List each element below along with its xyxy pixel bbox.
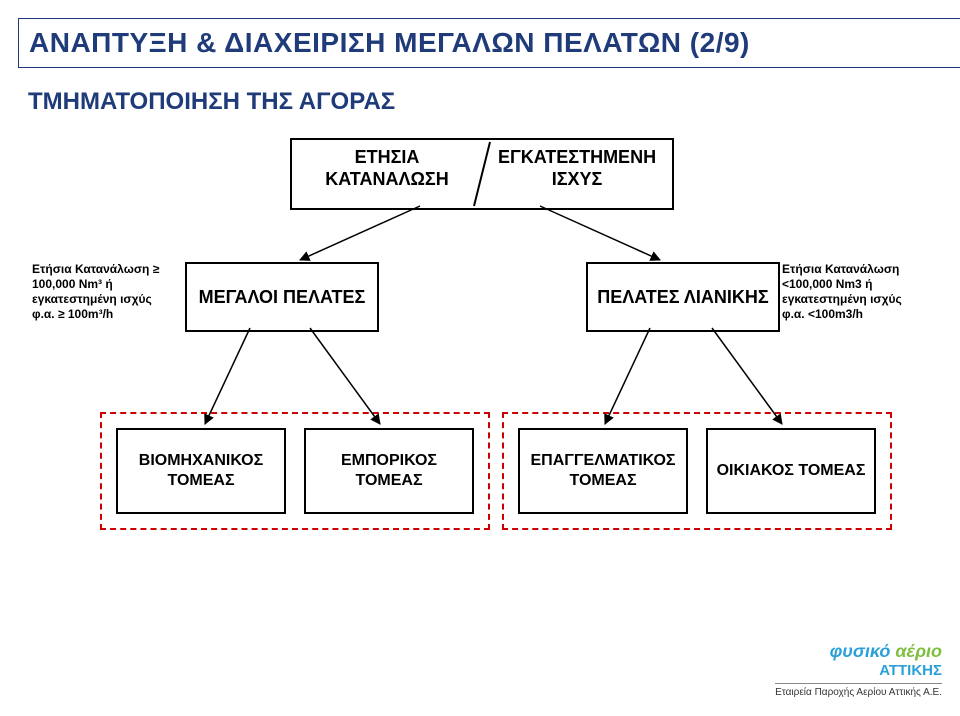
logo-word-3: ΑΤΤΙΚΗΣ bbox=[775, 662, 942, 679]
caption-left: Ετήσια Κατανάλωση ≥ 100,000 Nm³ ή εγκατε… bbox=[32, 262, 172, 322]
logo-word-1: φυσικό bbox=[830, 641, 891, 661]
criteria-right: ΕΓΚΑΤΕΣΤΗΜΕΝΗ ΙΣΧΥΣ bbox=[492, 146, 662, 190]
logo-word-2: αέριο bbox=[895, 641, 942, 661]
node-big-customers: ΜΕΓΑΛΟΙ ΠΕΛΑΤΕΣ bbox=[185, 262, 379, 332]
node-domestic: ΟΙΚΙΑΚΟΣ ΤΟΜΕΑΣ bbox=[706, 428, 876, 514]
node-professional: ΕΠΑΓΓΕΛΜΑΤΙΚΟΣ ΤΟΜΕΑΣ bbox=[518, 428, 688, 514]
group-retail-sectors: ΕΠΑΓΓΕΛΜΑΤΙΚΟΣ ΤΟΜΕΑΣ ΟΙΚΙΑΚΟΣ ΤΟΜΕΑΣ bbox=[502, 412, 892, 530]
slide-subtitle: ΤΜΗΜΑΤΟΠΟΙΗΣΗ ΤΗΣ ΑΓΟΡΑΣ bbox=[28, 88, 395, 116]
criteria-box: ΕΤΗΣΙΑ ΚΑΤΑΝΑΛΩΣΗ ΕΓΚΑΤΕΣΤΗΜΕΝΗ ΙΣΧΥΣ bbox=[290, 138, 674, 210]
logo-company-name: Εταιρεία Παροχής Αερίου Αττικής Α.Ε. bbox=[775, 683, 942, 698]
group-big-sectors: ΒΙΟΜΗΧΑΝΙΚΟΣ ΤΟΜΕΑΣ ΕΜΠΟΡΙΚΟΣ ΤΟΜΕΑΣ bbox=[100, 412, 490, 530]
node-retail-customers: ΠΕΛΑΤΕΣ ΛΙΑΝΙΚΗΣ bbox=[586, 262, 780, 332]
company-logo: φυσικό αέριο ΑΤΤΙΚΗΣ Εταιρεία Παροχής Αε… bbox=[775, 641, 942, 698]
caption-right: Ετήσια Κατανάλωση <100,000 Nm3 ή εγκατεσ… bbox=[782, 262, 922, 322]
slide-title: ΑΝΑΠΤΥΞΗ & ΔΙΑΧΕΙΡΙΣΗ ΜΕΓΑΛΩΝ ΠΕΛΑΤΩΝ (2… bbox=[29, 27, 953, 59]
node-industrial: ΒΙΟΜΗΧΑΝΙΚΟΣ ΤΟΜΕΑΣ bbox=[116, 428, 286, 514]
criteria-separator bbox=[468, 140, 496, 208]
node-commercial: ΕΜΠΟΡΙΚΟΣ ΤΟΜΕΑΣ bbox=[304, 428, 474, 514]
criteria-left: ΕΤΗΣΙΑ ΚΑΤΑΝΑΛΩΣΗ bbox=[302, 146, 472, 190]
title-box: ΑΝΑΠΤΥΞΗ & ΔΙΑΧΕΙΡΙΣΗ ΜΕΓΑΛΩΝ ΠΕΛΑΤΩΝ (2… bbox=[18, 18, 960, 68]
